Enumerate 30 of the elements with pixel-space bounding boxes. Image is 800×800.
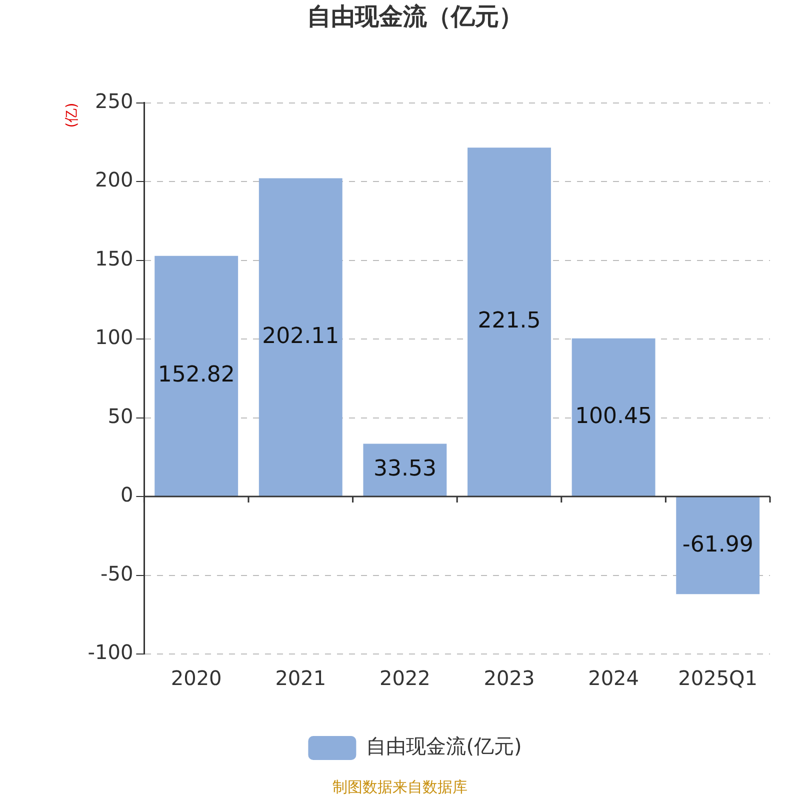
y-tick-label: -50 [100, 561, 134, 586]
legend-label: 自由现金流(亿元) [366, 734, 522, 758]
x-tick-label: 2024 [588, 666, 639, 690]
data-label: 100.45 [575, 404, 652, 429]
x-tick-label: 2025Q1 [678, 666, 758, 690]
x-tick-label: 2021 [275, 666, 326, 690]
bar [363, 444, 447, 496]
x-tick-label: 2020 [170, 666, 222, 690]
y-axis-title: (亿) [64, 102, 80, 128]
x-tick-label: 2022 [379, 666, 430, 690]
text: 制图数据来自数据库 [332, 778, 468, 796]
bar [468, 148, 551, 496]
data-label: 221.5 [478, 308, 541, 334]
bar [154, 256, 238, 496]
y-tick-label: 100 [95, 325, 134, 350]
data-label: 202.11 [262, 324, 340, 349]
data-label: 33.53 [373, 456, 436, 482]
y-tick-label: 200 [95, 168, 134, 192]
y-tick-label: 250 [95, 89, 134, 114]
y-tick-label: -100 [88, 640, 134, 664]
bar [676, 497, 760, 594]
chart-title: 自由现金流（亿元） [307, 2, 523, 31]
y-tick-label: 150 [95, 246, 134, 270]
bar [258, 178, 342, 496]
y-tick-label: 0 [120, 482, 134, 507]
data-label: -61.99 [682, 532, 754, 558]
x-tick-label: 2023 [484, 666, 535, 690]
y-tick-label: 50 [108, 404, 134, 428]
data-label: 152.82 [158, 362, 235, 388]
bar [572, 338, 656, 496]
